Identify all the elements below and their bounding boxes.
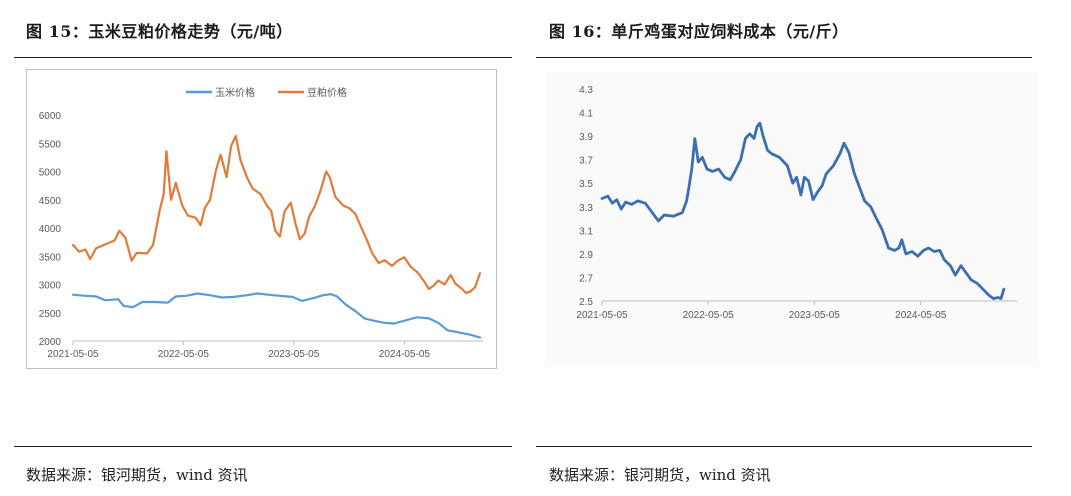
y-tick-label: 5000 xyxy=(39,168,62,179)
x-tick-label: 2022-05-05 xyxy=(683,310,735,321)
egg-feed-cost-chart: 2.5 2.7 2.9 3.1 3.3 3.5 3.7 3.9 4.1 4.3 2021-05-05… xyxy=(576,85,1017,321)
x-tick-label: 2024-05-05 xyxy=(379,349,431,360)
x-tick-label: 2021-05-05 xyxy=(47,349,99,360)
chart-16-bottom-rule xyxy=(536,446,1032,447)
x-tick-label: 2023-05-05 xyxy=(268,349,320,360)
series-line-2 xyxy=(71,134,482,295)
y-tick-label: 4000 xyxy=(39,224,62,235)
x-tick-label: 2024-05-05 xyxy=(895,310,947,321)
legend-item: 豆粕价格 xyxy=(278,86,347,99)
y-tick-label: 3.3 xyxy=(579,203,593,214)
legend-item: 玉米价格 xyxy=(186,86,255,99)
legend-label: 豆粕价格 xyxy=(307,86,347,99)
y-tick-label: 3000 xyxy=(39,281,62,292)
chart-15-title: 图 15：玉米豆粕价格走势（元/吨） xyxy=(26,22,293,41)
y-tick-label: 2.5 xyxy=(579,297,593,308)
y-tick-label: 3.5 xyxy=(579,179,593,190)
chart-16-source: 数据来源：银河期货，wind 资讯 xyxy=(549,466,771,484)
x-tick-label: 2023-05-05 xyxy=(789,310,841,321)
chart-16-top-rule xyxy=(536,57,1032,58)
corn-soymeal-price-chart: 2000 2500 3000 3500 4000 4500 5000 5500 6000 2021… xyxy=(39,86,483,360)
y-tick-label: 4500 xyxy=(39,196,62,207)
chart-16-title: 图 16：单斤鸡蛋对应饲料成本（元/斤） xyxy=(549,22,849,41)
chart-15-frame: 2000 2500 3000 3500 4000 4500 5000 5500 6000 2021… xyxy=(26,69,497,369)
chart-15-bottom-rule xyxy=(14,446,512,447)
series-line-1 xyxy=(600,121,1006,300)
y-tick-label: 2500 xyxy=(39,309,62,320)
x-tick-label: 2021-05-05 xyxy=(576,310,628,321)
y-tick-label: 6000 xyxy=(39,111,62,122)
series-line-1 xyxy=(71,292,482,339)
x-tick-label: 2022-05-05 xyxy=(158,349,210,360)
chart-16-frame: 2.5 2.7 2.9 3.1 3.3 3.5 3.7 3.9 4.1 4.3 2021-05-05… xyxy=(545,72,1039,367)
y-tick-label: 4.1 xyxy=(579,109,593,120)
y-tick-label: 3.9 xyxy=(579,132,593,143)
y-tick-label: 2.9 xyxy=(579,250,593,261)
y-tick-label: 3.7 xyxy=(579,156,593,167)
y-tick-label: 4.3 xyxy=(579,85,593,96)
y-tick-label: 2000 xyxy=(39,337,62,348)
y-tick-label: 3.1 xyxy=(579,226,593,237)
chart-15-top-rule xyxy=(14,57,512,58)
y-tick-label: 2.7 xyxy=(579,273,593,284)
y-tick-label: 3500 xyxy=(39,252,62,263)
chart-15-source: 数据来源：银河期货，wind 资讯 xyxy=(26,466,248,484)
legend-label: 玉米价格 xyxy=(215,86,255,99)
y-tick-label: 5500 xyxy=(39,139,62,150)
